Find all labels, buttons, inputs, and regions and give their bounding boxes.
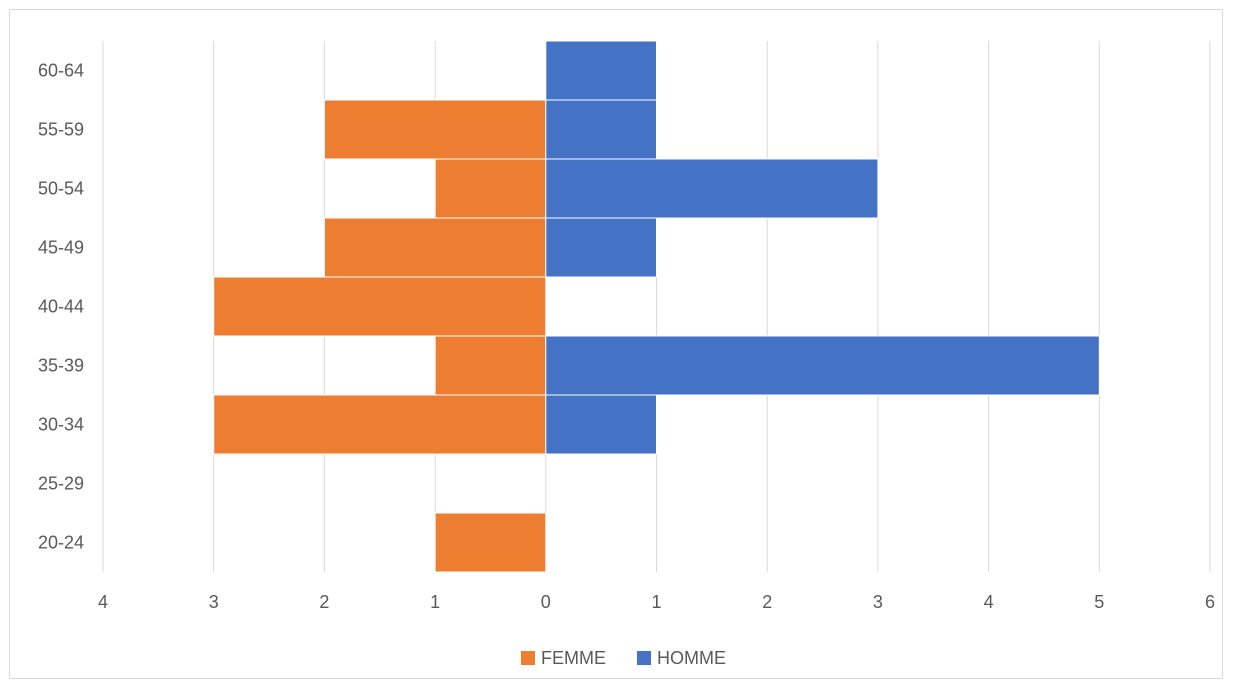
x-tick-label-10: 6 (1205, 592, 1215, 612)
bar-femme-55-59 (323, 99, 547, 160)
y-category-label-40-44: 40-44 (38, 297, 84, 317)
x-tick-label-9: 5 (1094, 592, 1104, 612)
bar-homme-55-59 (545, 99, 657, 160)
bar-homme-60-64 (545, 40, 657, 101)
y-category-label-50-54: 50-54 (38, 179, 84, 199)
y-category-label-20-24: 20-24 (38, 533, 84, 553)
bar-homme-30-34 (545, 394, 657, 455)
bar-femme-40-44 (213, 276, 547, 337)
x-tick-label-4: 0 (541, 592, 551, 612)
y-axis-category-labels: 20-24 25-29 30-34 35-39 40-44 45-49 50-54 55-59… (38, 61, 84, 553)
legend: FEMME HOMME (521, 648, 726, 668)
x-axis-tick-labels: 4 3 2 1 0 1 2 3 4 5 6 (98, 592, 1215, 612)
bar-homme-45-49 (545, 217, 657, 278)
bar-femme-35-39 (434, 335, 547, 396)
x-tick-label-1: 3 (209, 592, 219, 612)
bar-homme-35-39 (545, 335, 1100, 396)
x-tick-label-7: 3 (873, 592, 883, 612)
y-category-label-30-34: 30-34 (38, 415, 84, 435)
bar-femme-50-54 (434, 158, 547, 219)
bar-homme-50-54 (545, 158, 879, 219)
bar-femme-45-49 (323, 217, 547, 278)
bar-femme-20-24 (434, 512, 547, 573)
y-category-label-55-59: 55-59 (38, 120, 84, 140)
y-category-label-45-49: 45-49 (38, 238, 84, 258)
x-tick-label-8: 4 (984, 592, 994, 612)
legend-swatch-homme (637, 651, 651, 665)
x-tick-label-6: 2 (762, 592, 772, 612)
y-category-label-25-29: 25-29 (38, 474, 84, 494)
legend-label-homme: HOMME (657, 648, 726, 668)
legend-label-femme: FEMME (541, 648, 606, 668)
legend-swatch-femme (521, 651, 535, 665)
gridlines (102, 41, 1211, 572)
y-category-label-35-39: 35-39 (38, 356, 84, 376)
x-tick-label-0: 4 (98, 592, 108, 612)
bar-femme-30-34 (213, 394, 547, 455)
x-tick-label-2: 2 (319, 592, 329, 612)
x-tick-label-5: 1 (651, 592, 661, 612)
bars (213, 40, 1100, 573)
x-tick-label-3: 1 (430, 592, 440, 612)
y-category-label-60-64: 60-64 (38, 61, 84, 81)
